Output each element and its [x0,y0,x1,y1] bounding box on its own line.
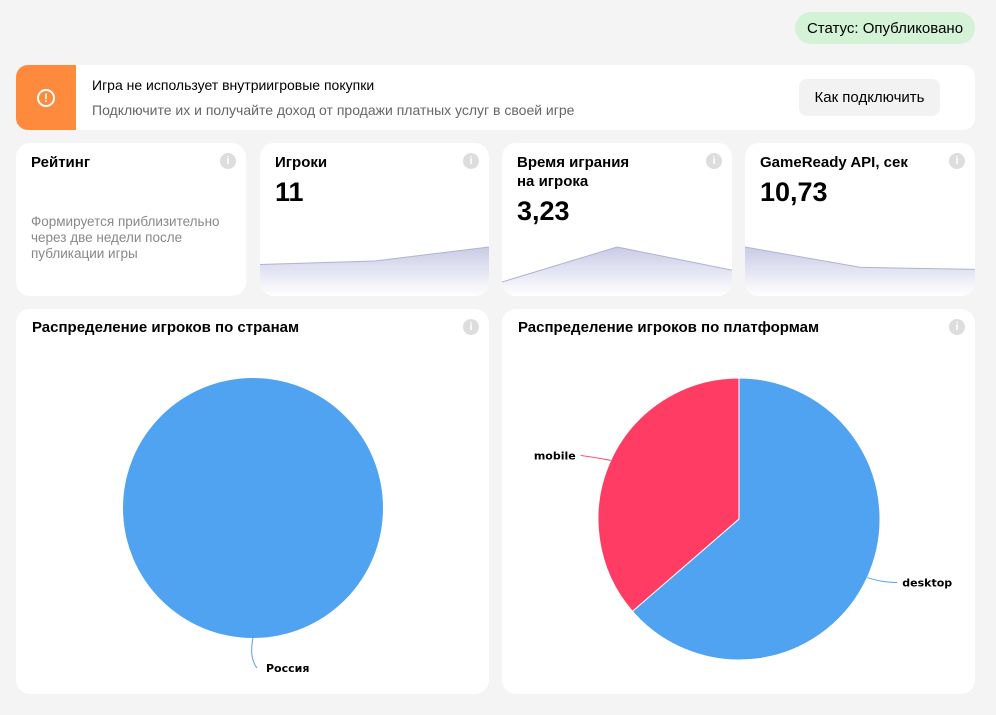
sparkline-area [502,247,732,296]
pie-slice-desktop [631,377,881,661]
banner-title: Игра не использует внутриигровые покупки [92,77,375,93]
info-icon[interactable]: i [463,153,479,169]
sparkline-line [502,246,732,283]
title-line: на игрока [517,173,589,190]
sparkline-line [745,246,975,270]
card-title: Игроки [275,154,328,171]
sparkline-line [260,246,489,265]
iap-banner: ! Игра не использует внутриигровые покуп… [16,65,975,130]
chart-title: Распределение игроков по странам [32,319,300,336]
sparkline [260,246,489,296]
api-card: GameReady API, сек i 10,73 [745,143,975,296]
pie-slice-россия [123,378,383,638]
metric-value: 11 [275,177,304,207]
sparkline [502,246,732,296]
platforms-chart-card: Распределение игроков по платформам i de… [502,309,975,694]
sparkline-area [745,247,975,296]
banner-subtitle: Подключите их и получайте доход от прода… [92,102,575,118]
status-badge: Статус: Опубликовано [795,12,975,44]
title-line: Время играния [517,154,630,171]
pie-label: desktop [902,577,952,590]
card-title: Рейтинг [31,154,91,171]
label-connector [867,577,898,584]
pie-chart: Россия [123,378,383,675]
card-title: Время играния на игрока [517,153,629,191]
pie-chart: desktop mobile [534,377,952,661]
pie-label: mobile [534,449,576,462]
countries-chart-card: Распределение игроков по странам i Росси… [16,309,489,694]
info-icon[interactable]: i [220,153,236,169]
pie-slice-mobile [597,377,740,613]
label-connector [251,637,258,669]
info-icon[interactable]: i [706,153,722,169]
metric-value: 10,73 [760,177,828,207]
warning-icon: ! [16,65,76,130]
pie-label: Россия [266,662,309,675]
sparkline-area [260,247,489,296]
info-icon[interactable]: i [949,319,965,335]
chart-title: Распределение игроков по платформам [518,319,820,336]
rating-note: Формируется приблизительно через две нед… [31,214,220,261]
info-icon[interactable]: i [949,153,965,169]
sparkline [745,246,975,296]
metric-value: 3,23 [517,196,570,226]
rating-card: Рейтинг i Формируется приблизительно чер… [16,143,246,296]
card-title: GameReady API, сек [760,154,908,171]
info-icon[interactable]: i [463,319,479,335]
label-connector [580,454,611,461]
how-to-connect-button[interactable]: Как подключить [799,79,940,116]
playtime-card: Время играния на игрока i 3,23 [502,143,732,296]
players-card: Игроки i 11 [260,143,489,296]
